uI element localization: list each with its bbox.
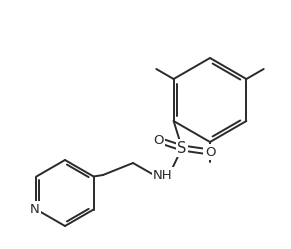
Text: S: S — [177, 140, 187, 155]
Text: N: N — [30, 203, 39, 216]
Text: NH: NH — [153, 169, 173, 182]
Text: O: O — [153, 133, 163, 146]
Text: O: O — [205, 145, 215, 159]
